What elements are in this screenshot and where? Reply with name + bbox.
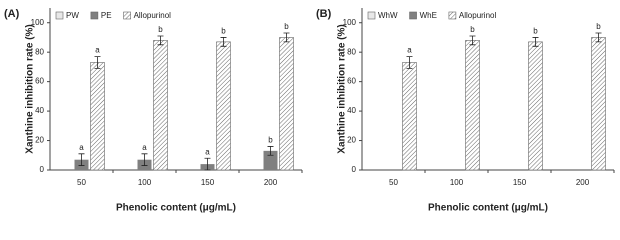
significance-letter: b: [470, 25, 475, 34]
x-tick-label: 100: [138, 178, 152, 187]
error-bar: [94, 56, 101, 69]
significance-letter: a: [142, 143, 147, 152]
significance-letter: b: [596, 22, 601, 31]
x-axis-label: Phenolic content (μg/mL): [116, 203, 236, 214]
legend-swatch: [367, 11, 376, 20]
y-tick-label: 80: [347, 47, 356, 56]
chart-title: (B): [316, 8, 332, 20]
error-bar: [267, 146, 274, 156]
error-bar: [283, 32, 290, 43]
legend-swatch: [409, 11, 417, 20]
bar: [528, 41, 543, 171]
y-tick-label: 100: [31, 18, 45, 27]
legend-label: WhW: [378, 11, 398, 20]
x-tick-label: 150: [201, 178, 215, 187]
x-tick-label: 50: [77, 178, 86, 187]
chart-panel: (B) Xanthine inhibition rate (%) Phenolic …: [316, 8, 615, 214]
significance-letter: b: [158, 25, 163, 34]
bar: [153, 40, 168, 171]
error-bar: [595, 32, 602, 43]
error-bar: [141, 153, 148, 166]
bar: [279, 37, 294, 171]
y-tick-label: 60: [347, 77, 356, 86]
legend-label: PW: [66, 11, 79, 20]
legend-swatch: [55, 11, 64, 20]
error-bar: [204, 157, 211, 171]
x-tick-label: 50: [389, 178, 398, 187]
y-tick-label: 40: [347, 106, 356, 115]
bar: [90, 62, 105, 171]
legend-swatch: [90, 11, 99, 20]
y-axis-label: Xanthine inhibition rate (%): [25, 24, 36, 153]
y-tick-label: 100: [343, 18, 357, 27]
legend-swatch: [448, 11, 457, 20]
error-bar: [469, 35, 476, 46]
bar: [402, 62, 417, 171]
significance-letter: b: [268, 136, 273, 145]
y-tick-label: 0: [352, 165, 357, 174]
y-axis-label: Xanthine inhibition rate (%): [337, 24, 348, 153]
x-tick-label: 200: [576, 178, 590, 187]
error-bar: [157, 35, 164, 46]
error-bar: [220, 37, 227, 47]
legend-label: Allopurinol: [134, 11, 172, 20]
x-tick-label: 150: [513, 178, 527, 187]
significance-letter: a: [205, 147, 210, 156]
legend-label: PE: [101, 11, 112, 20]
bar: [465, 40, 480, 171]
error-bar: [532, 37, 539, 47]
bar: [216, 41, 231, 171]
legend-label: Allopurinol: [459, 11, 497, 20]
significance-letter: a: [95, 46, 100, 55]
significance-letter: a: [407, 46, 412, 55]
significance-letter: a: [79, 143, 84, 152]
x-axis-label: Phenolic content (μg/mL): [428, 203, 548, 214]
error-bar: [406, 56, 413, 69]
legend-swatch: [123, 11, 131, 20]
y-tick-label: 20: [347, 136, 356, 145]
y-tick-label: 20: [35, 136, 44, 145]
y-tick-label: 0: [40, 165, 45, 174]
y-tick-label: 40: [35, 106, 44, 115]
chart-panel: (A) Xanthine inhibition rate (%) Phenolic …: [4, 8, 303, 214]
bar: [263, 150, 278, 170]
significance-letter: b: [221, 27, 226, 36]
y-tick-label: 60: [35, 77, 44, 86]
chart-title: (A): [4, 8, 20, 20]
y-tick-label: 80: [35, 47, 44, 56]
error-bar: [78, 153, 85, 166]
significance-letter: b: [284, 22, 289, 31]
figure: (A) Xanthine inhibition rate (%) Phenolic …: [4, 8, 615, 214]
bar: [591, 37, 606, 171]
x-tick-label: 100: [450, 178, 464, 187]
legend-label: WhE: [420, 11, 437, 20]
significance-letter: b: [533, 27, 538, 36]
x-tick-label: 200: [264, 178, 278, 187]
